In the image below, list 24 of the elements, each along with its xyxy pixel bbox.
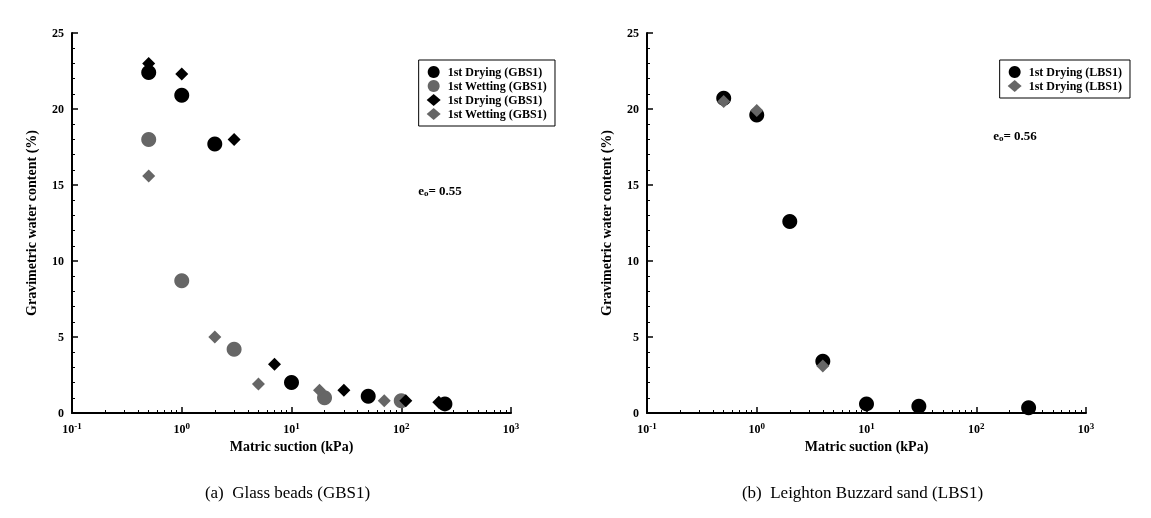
y-tick-label: 15 (52, 178, 64, 192)
legend-label: 1st Drying (GBS1) (447, 93, 543, 107)
y-tick-label: 20 (52, 102, 64, 116)
y-tick-label: 5 (633, 330, 639, 344)
y-axis-title: Gravimetric water content (%) (23, 129, 40, 316)
y-tick-label: 20 (627, 102, 639, 116)
y-tick-label: 10 (52, 254, 64, 268)
legend-label: 1st Drying (LBS1) (1028, 79, 1122, 93)
legend-label: 1st Wetting (GBS1) (447, 107, 547, 121)
text: (b) Leighton Buzzard sand (LBS1) (741, 483, 984, 502)
legend-label: 1st Wetting (GBS1) (447, 79, 547, 93)
y-tick-label: 25 (627, 26, 639, 40)
legend-label: 1st Drying (LBS1) (1028, 65, 1122, 79)
legend-label: 1st Drying (GBS1) (447, 65, 543, 79)
y-tick-label: 15 (627, 178, 639, 192)
y-tick-label: 0 (58, 406, 64, 420)
x-axis-title: Matric suction (kPa) (804, 439, 929, 456)
text: (a) Glass beads (GBS1) (204, 483, 371, 502)
y-tick-label: 10 (627, 254, 639, 268)
y-axis-title: Gravimetric water content (%) (598, 129, 615, 316)
x-axis-title: Matric suction (kPa) (229, 439, 354, 456)
y-tick-label: 25 (52, 26, 64, 40)
y-tick-label: 0 (633, 406, 639, 420)
y-tick-label: 5 (58, 330, 64, 344)
